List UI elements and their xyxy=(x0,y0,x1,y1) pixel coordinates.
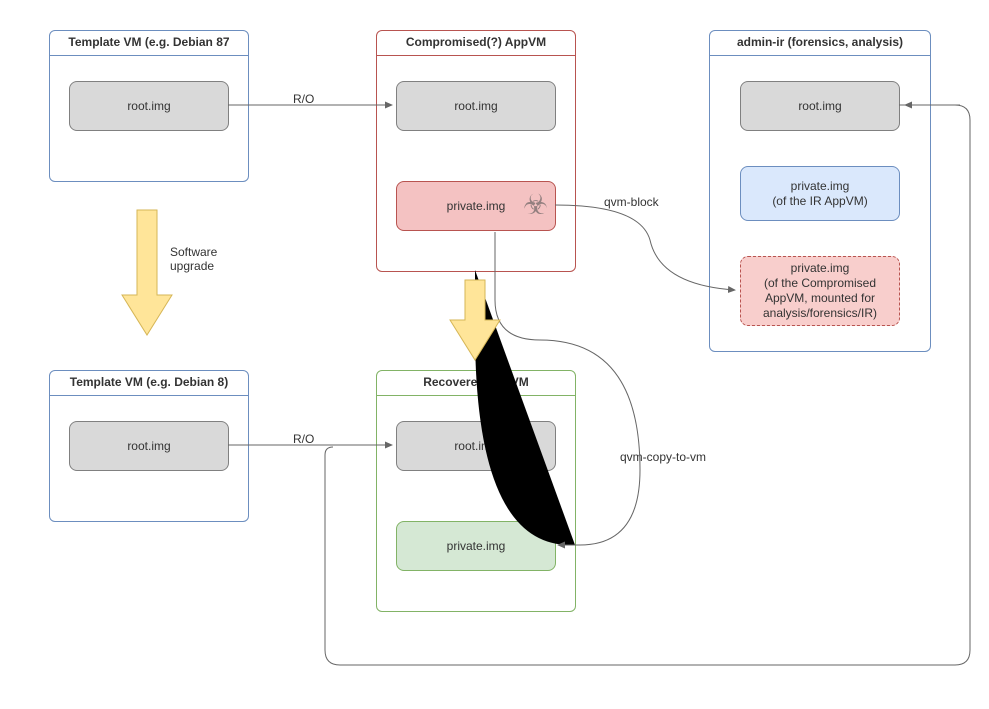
admin-ir-vm: admin-ir (forensics, analysis) root.img … xyxy=(709,30,931,352)
label-qvm-copy: qvm-copy-to-vm xyxy=(620,450,706,464)
recovered-root-label: root.img xyxy=(454,439,497,454)
compromised-private-label: private.img xyxy=(447,199,506,214)
arrow-compromised-to-recovered xyxy=(450,280,500,360)
recovered-title: Recovered AppVM xyxy=(377,371,575,396)
adminir-mounted-label: private.img (of the Compromised AppVM, m… xyxy=(763,261,877,321)
compromised-root-img: root.img xyxy=(396,81,556,131)
adminir-root-label: root.img xyxy=(798,99,841,114)
label-software-upgrade: Software upgrade xyxy=(170,245,217,273)
template-vm-87: Template VM (e.g. Debian 87 root.img xyxy=(49,30,249,182)
template87-root-img: root.img xyxy=(69,81,229,131)
adminir-private-label: private.img (of the IR AppVM) xyxy=(772,179,867,209)
template8-root-img: root.img xyxy=(69,421,229,471)
template-vm-8: Template VM (e.g. Debian 8) root.img xyxy=(49,370,249,522)
adminir-private-img: private.img (of the IR AppVM) xyxy=(740,166,900,221)
template8-root-label: root.img xyxy=(127,439,170,454)
label-ro-2: R/O xyxy=(293,432,314,446)
adminir-root-img: root.img xyxy=(740,81,900,131)
recovered-private-label: private.img xyxy=(447,539,506,554)
template-vm-87-title: Template VM (e.g. Debian 87 xyxy=(50,31,248,56)
adminir-mounted-private: private.img (of the Compromised AppVM, m… xyxy=(740,256,900,326)
template87-root-label: root.img xyxy=(127,99,170,114)
label-qvm-block: qvm-block xyxy=(604,195,659,209)
compromised-title: Compromised(?) AppVM xyxy=(377,31,575,56)
admin-ir-title: admin-ir (forensics, analysis) xyxy=(710,31,930,56)
recovered-root-img: root.img xyxy=(396,421,556,471)
arrow-software-upgrade xyxy=(122,210,172,335)
label-ro-1: R/O xyxy=(293,92,314,106)
recovered-private-img: private.img xyxy=(396,521,556,571)
compromised-appvm: Compromised(?) AppVM root.img private.im… xyxy=(376,30,576,272)
biohazard-icon: ☣ xyxy=(523,188,548,221)
template-vm-8-title: Template VM (e.g. Debian 8) xyxy=(50,371,248,396)
recovered-appvm: Recovered AppVM root.img private.img xyxy=(376,370,576,612)
compromised-root-label: root.img xyxy=(454,99,497,114)
